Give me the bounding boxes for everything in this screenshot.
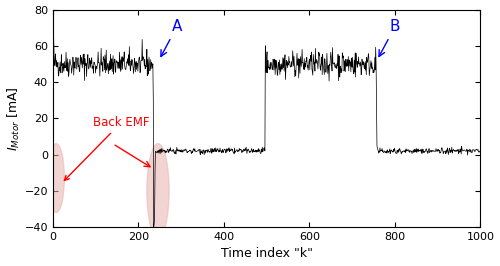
X-axis label: Time index "k": Time index "k" [220, 247, 312, 260]
Text: A: A [161, 19, 182, 56]
Ellipse shape [48, 144, 64, 213]
Text: Back EMF: Back EMF [64, 115, 150, 180]
Ellipse shape [147, 144, 169, 238]
Text: B: B [379, 19, 400, 56]
Y-axis label: $I_{Motor}$ [mA]: $I_{Motor}$ [mA] [6, 86, 22, 151]
